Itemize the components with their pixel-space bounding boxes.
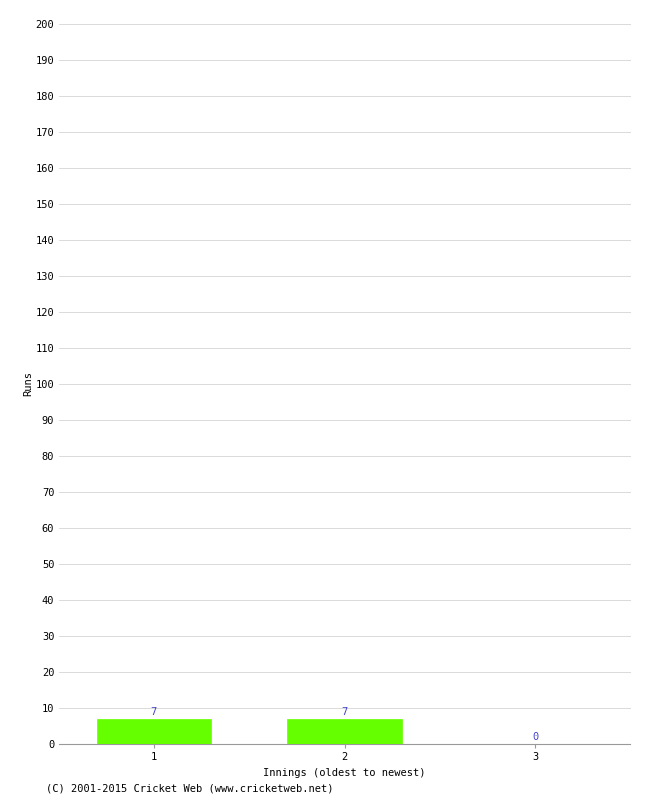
Text: 0: 0 (532, 732, 538, 742)
Text: 7: 7 (341, 707, 348, 717)
Bar (97, 718, 211, 744)
Text: 7: 7 (151, 707, 157, 717)
Bar (287, 718, 402, 744)
Text: (C) 2001-2015 Cricket Web (www.cricketweb.net): (C) 2001-2015 Cricket Web (www.cricketwe… (46, 784, 333, 794)
X-axis label: Innings (oldest to newest): Innings (oldest to newest) (263, 768, 426, 778)
Y-axis label: Runs: Runs (23, 371, 32, 397)
